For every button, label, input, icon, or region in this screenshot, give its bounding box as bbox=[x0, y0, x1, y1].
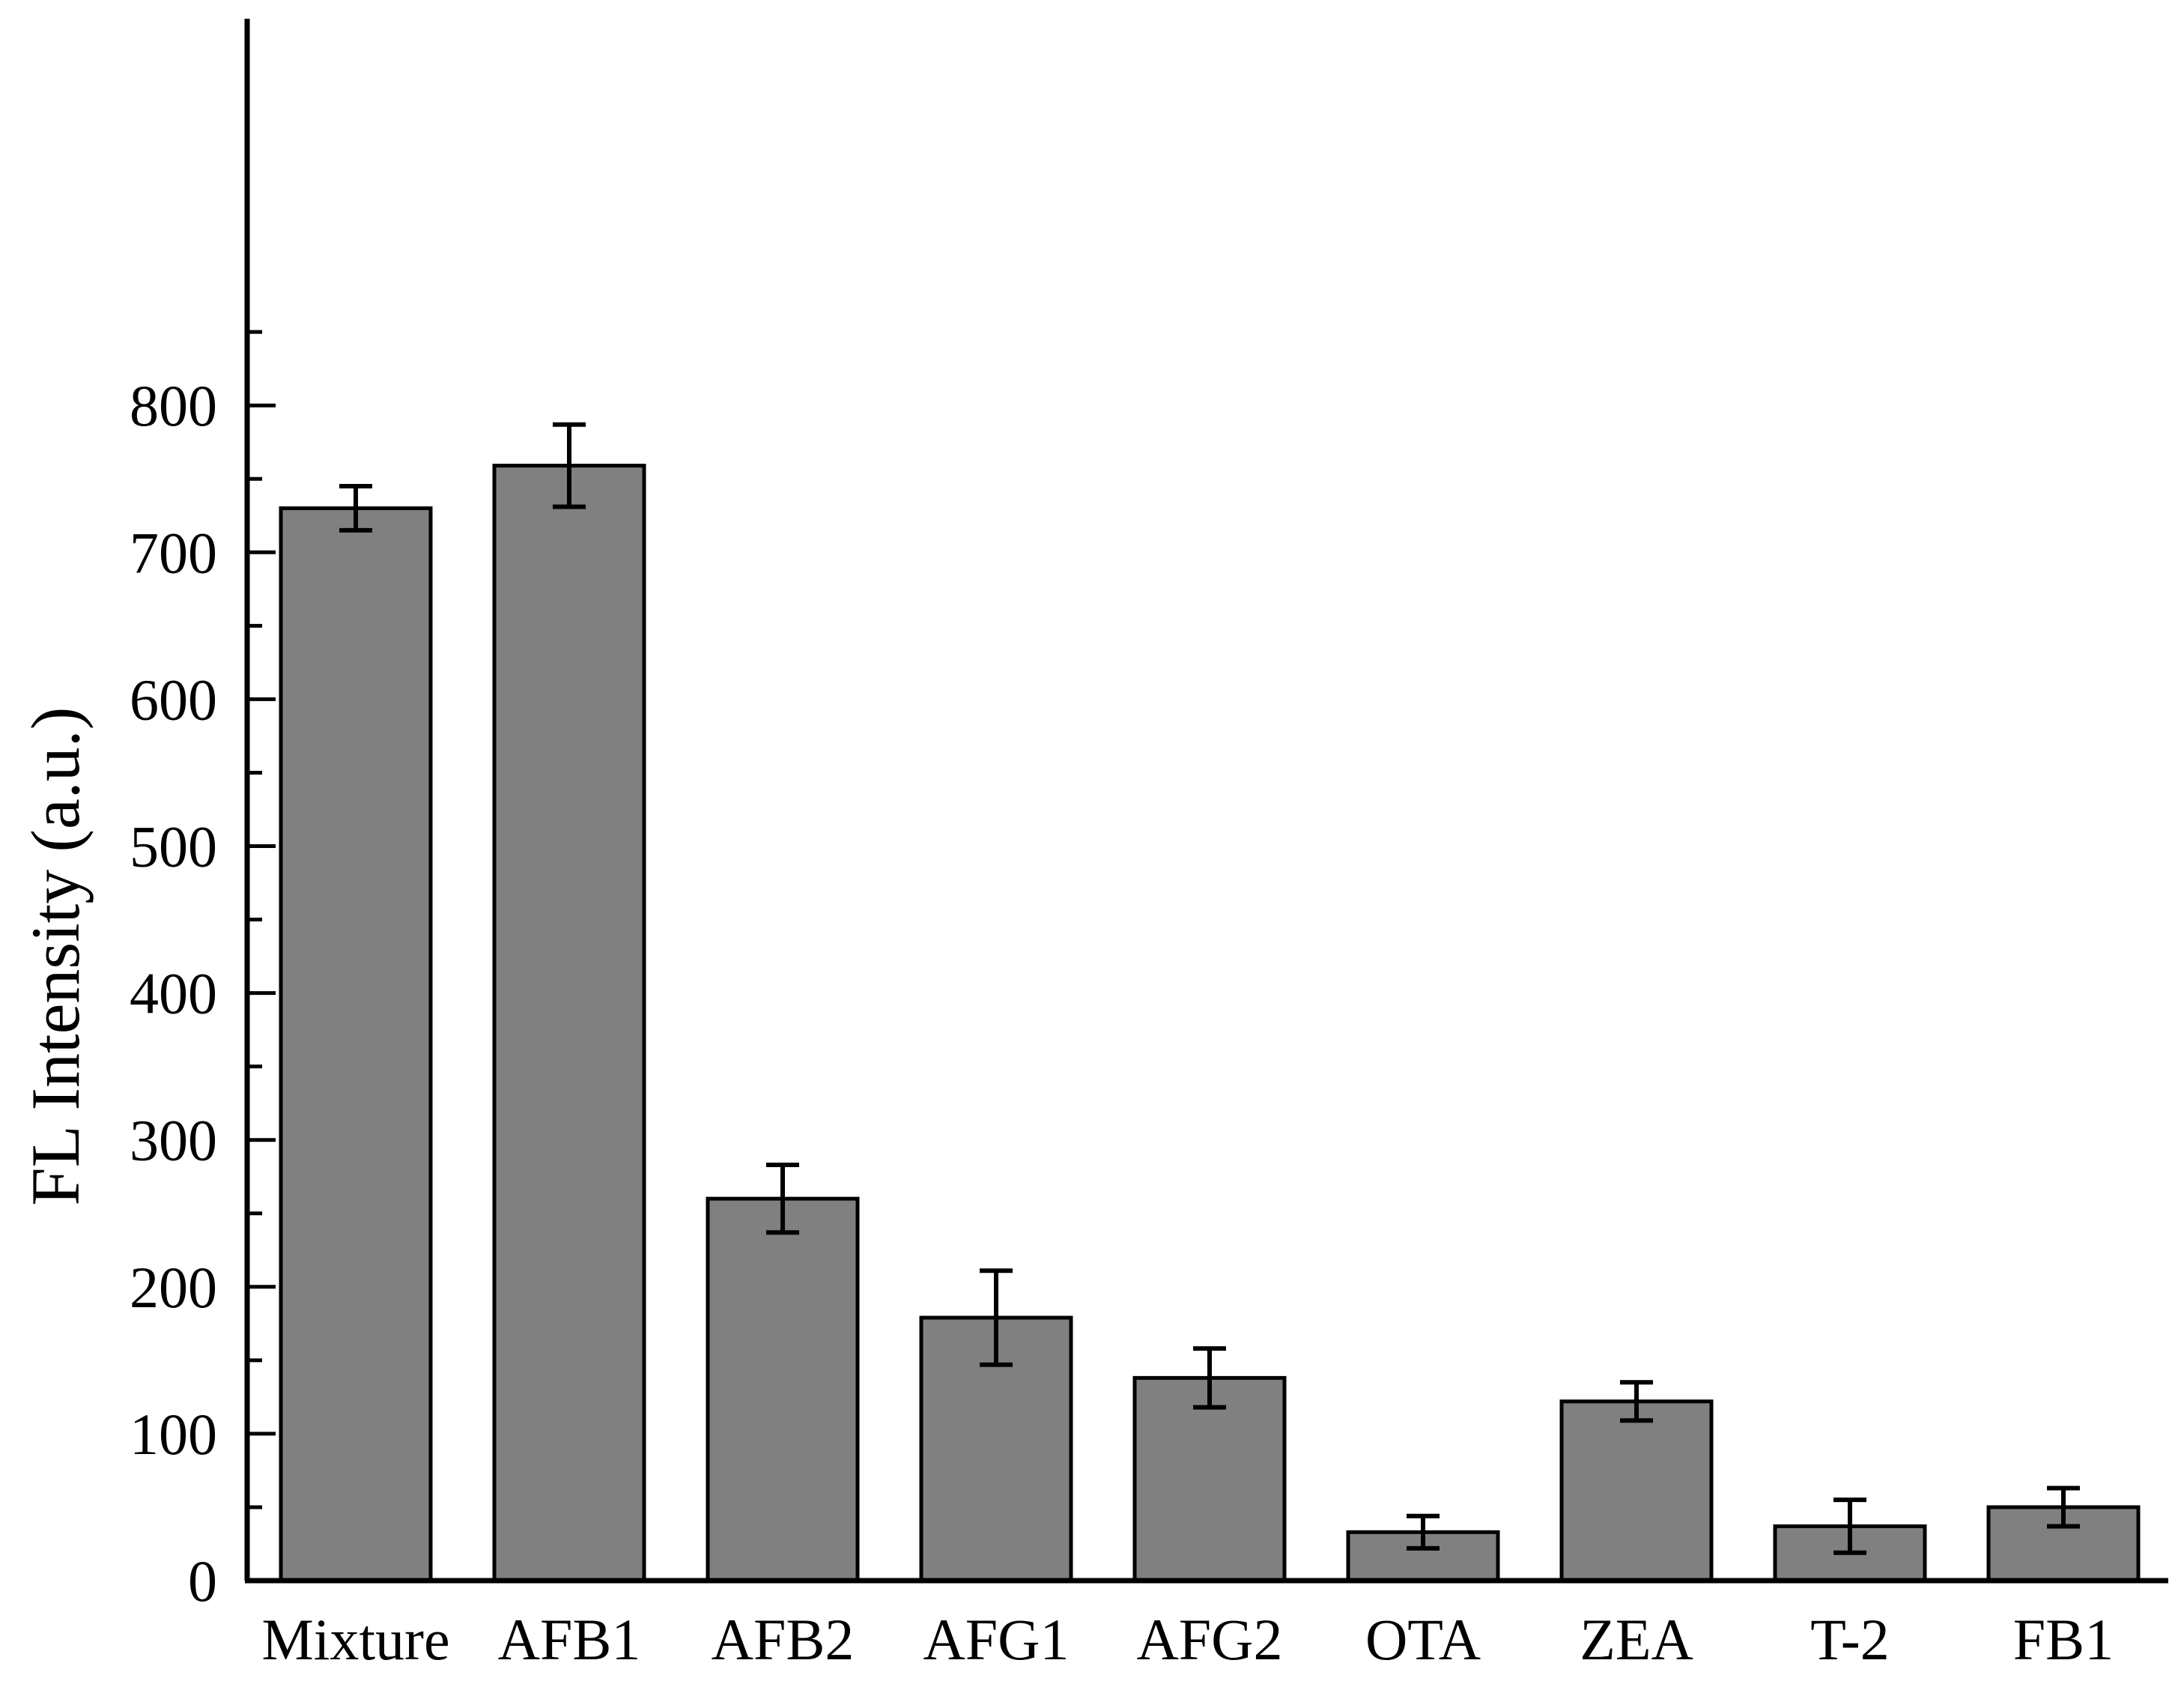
y-tick-label: 700 bbox=[130, 520, 217, 585]
y-tick-label: 300 bbox=[130, 1108, 217, 1173]
error-bar bbox=[1193, 1346, 1226, 1410]
error-bar bbox=[2047, 1485, 2080, 1529]
bar bbox=[279, 506, 433, 1583]
y-tick-label: 0 bbox=[188, 1548, 217, 1614]
y-tick-label: 400 bbox=[130, 961, 217, 1026]
bars-layer bbox=[279, 464, 2141, 1583]
error-bars-layer bbox=[339, 422, 2080, 1555]
error-bar bbox=[1407, 1513, 1440, 1551]
x-tick-label: AFB2 bbox=[712, 1607, 855, 1672]
x-axis-labels: Mixture AFB1 AFB2 AFG1 AFG2 OTA ZEA T-2 FB1 bbox=[261, 1607, 2114, 1672]
error-bar bbox=[553, 422, 586, 509]
bar bbox=[1132, 1375, 1287, 1583]
y-tick-label: 500 bbox=[130, 814, 217, 879]
x-tick-label: T-2 bbox=[1810, 1607, 1889, 1672]
y-tick-label: 600 bbox=[130, 667, 217, 732]
bar bbox=[706, 1196, 860, 1583]
bar bbox=[492, 464, 646, 1583]
y-tick-label: 200 bbox=[130, 1255, 217, 1320]
x-tick-label: Mixture bbox=[261, 1607, 449, 1672]
x-tick-label: FB1 bbox=[2013, 1607, 2114, 1672]
y-axis-title: FL Intensity (a.u.) bbox=[17, 707, 94, 1206]
x-tick-label: AFB1 bbox=[498, 1607, 641, 1672]
error-bar bbox=[980, 1268, 1013, 1367]
error-bar bbox=[1833, 1497, 1866, 1555]
error-bar bbox=[339, 484, 372, 533]
y-axis-ticks: 0 100 200 300 400 500 600 700 800 bbox=[130, 330, 276, 1614]
error-bar bbox=[1620, 1380, 1653, 1423]
error-bar bbox=[766, 1163, 799, 1235]
bar bbox=[1559, 1399, 1714, 1583]
y-tick-label: 100 bbox=[130, 1402, 217, 1467]
y-tick-label: 800 bbox=[130, 373, 217, 438]
x-tick-label: ZEA bbox=[1580, 1607, 1693, 1672]
x-tick-label: AFG2 bbox=[1136, 1607, 1282, 1672]
x-tick-label: OTA bbox=[1365, 1607, 1481, 1672]
x-tick-label: AFG1 bbox=[923, 1607, 1069, 1672]
